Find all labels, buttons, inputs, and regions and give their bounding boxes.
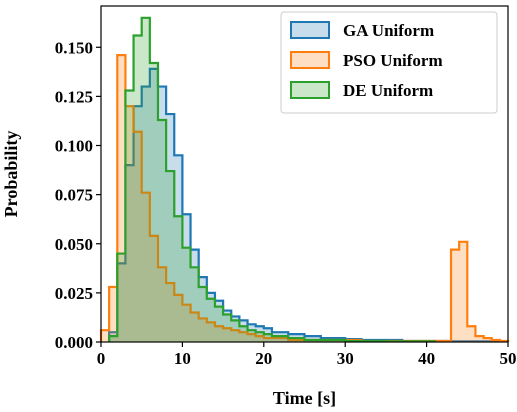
legend-swatch-pso bbox=[290, 51, 330, 69]
y-tick-label: 0.125 bbox=[55, 87, 93, 106]
y-tick-label: 0.075 bbox=[55, 186, 93, 205]
series-fill bbox=[109, 68, 508, 342]
y-tick-label: 0.050 bbox=[55, 235, 93, 254]
y-tick-label: 0.000 bbox=[55, 333, 93, 352]
x-tick-label: 0 bbox=[97, 349, 106, 368]
legend-swatch-ga bbox=[290, 21, 330, 39]
legend-label-pso: PSO Uniform bbox=[343, 51, 443, 70]
x-tick-label: 40 bbox=[418, 349, 435, 368]
series-pso-uniform bbox=[99, 54, 510, 343]
series-outline bbox=[108, 16, 436, 343]
series-de-uniform bbox=[108, 16, 436, 343]
y-tick-label: 0.025 bbox=[55, 284, 93, 303]
y-axis: 0.000 0.025 0.050 0.075 0.100 0.125 0.150 bbox=[55, 38, 101, 352]
x-tick-label: 30 bbox=[337, 349, 354, 368]
legend-label-de: DE Uniform bbox=[343, 81, 433, 100]
plot-frame bbox=[100, 5, 509, 343]
legend-label-ga: GA Uniform bbox=[343, 21, 434, 40]
legend-box bbox=[280, 11, 498, 114]
x-axis: 0 10 20 30 40 50 bbox=[97, 342, 517, 368]
x-axis-label: Time [s] bbox=[273, 388, 336, 408]
y-axis-label: Probability bbox=[1, 131, 21, 218]
y-tick-label: 0.150 bbox=[55, 38, 93, 57]
x-tick-label: 10 bbox=[174, 349, 191, 368]
x-tick-label: 50 bbox=[500, 349, 517, 368]
series-outline bbox=[99, 54, 510, 343]
legend-swatch-de bbox=[290, 81, 330, 99]
legend: GA Uniform PSO Uniform DE Uniform bbox=[280, 11, 498, 114]
y-tick-label: 0.100 bbox=[55, 137, 93, 156]
histogram-series-layer bbox=[99, 16, 510, 343]
x-tick-label: 20 bbox=[255, 349, 272, 368]
